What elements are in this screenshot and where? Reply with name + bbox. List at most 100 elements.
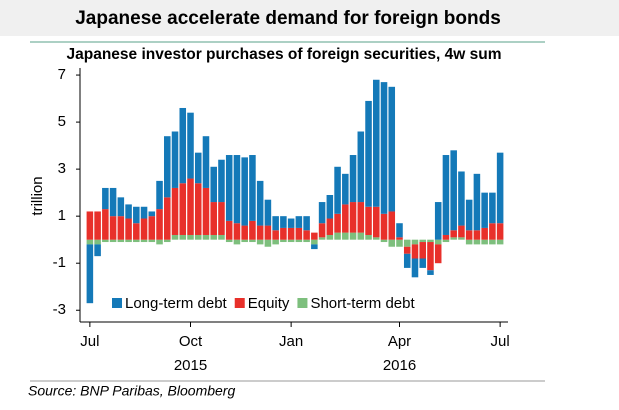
- bar-segment: [458, 237, 465, 240]
- bar-segment: [396, 237, 403, 240]
- bar-segment: [280, 216, 287, 228]
- bar-segment: [357, 131, 365, 203]
- bar-segment: [241, 239, 248, 243]
- bar-segment: [102, 209, 109, 240]
- bar-segment: [373, 79, 380, 207]
- bar-segment: [109, 216, 117, 240]
- bar-segment: [318, 223, 326, 238]
- bar-segment: [194, 152, 202, 184]
- bar-segment: [427, 242, 434, 271]
- bar-segment: [465, 230, 473, 240]
- bar-segment: [473, 173, 481, 231]
- x-tick-label: Oct: [179, 333, 203, 350]
- bar-segment: [388, 86, 396, 212]
- bar-segment: [225, 155, 233, 221]
- bar-segment: [148, 211, 156, 217]
- bar-segment: [125, 218, 132, 240]
- y-tick-label: 5: [58, 113, 66, 130]
- bar-segment: [133, 239, 140, 243]
- bar-segment: [140, 239, 148, 243]
- legend-label: Short-term debt: [310, 295, 415, 312]
- bar-segment: [396, 223, 403, 238]
- bar-segment: [357, 232, 365, 240]
- bar-segment: [171, 187, 179, 235]
- bar-segment: [326, 195, 334, 219]
- bar-segment: [287, 218, 295, 228]
- bar-segment: [241, 225, 248, 240]
- bar-segment: [133, 223, 140, 240]
- bar-segment: [94, 244, 101, 257]
- bar-segment: [419, 242, 426, 259]
- bar-segment: [272, 230, 279, 240]
- bar-segment: [365, 206, 372, 235]
- bar-segment: [210, 166, 217, 203]
- bar-segment: [496, 223, 504, 240]
- bar-segment: [334, 213, 341, 233]
- bar-segment: [427, 239, 434, 243]
- bar-segment: [156, 180, 163, 210]
- bar-segment: [403, 239, 411, 247]
- bar-segment: [280, 227, 287, 240]
- bar-segment: [249, 155, 256, 221]
- bar-segment: [419, 239, 426, 243]
- bar-segment: [264, 199, 272, 226]
- bar-segment: [496, 152, 504, 224]
- bar-segment: [427, 270, 434, 275]
- bar-segment: [442, 234, 450, 240]
- y-tick-label: 1: [58, 207, 66, 224]
- bar-segment: [280, 239, 287, 243]
- bar-segment: [357, 202, 365, 233]
- bar-segment: [233, 155, 241, 224]
- bar-segment: [373, 206, 380, 238]
- bar-segment: [117, 197, 125, 217]
- bar-segment: [187, 234, 194, 240]
- x-year-label: 2016: [383, 357, 416, 374]
- bar-segment: [249, 220, 256, 240]
- y-axis-label: trillion: [29, 176, 46, 215]
- bar-segment: [256, 239, 264, 245]
- bar-segment: [303, 230, 310, 240]
- bar-segment: [202, 187, 210, 235]
- bar-segment: [481, 227, 488, 240]
- bar-segment: [342, 232, 349, 240]
- source: Source: BNP Paribas, Bloomberg: [28, 383, 235, 399]
- x-tick-label: Jul: [80, 333, 99, 350]
- bar-segment: [349, 202, 357, 233]
- bar-segment: [403, 246, 411, 254]
- bar-segment: [94, 211, 101, 240]
- bar-segment: [171, 131, 179, 188]
- bar-segment: [396, 239, 403, 247]
- bar-segment: [489, 223, 496, 240]
- bar-segment: [303, 239, 310, 243]
- bar-segment: [442, 239, 450, 243]
- bar-segment: [334, 232, 341, 240]
- bar-segment: [140, 218, 148, 240]
- bar-segment: [117, 239, 125, 243]
- bar-segment: [411, 244, 419, 259]
- bar-segment: [434, 202, 442, 240]
- bar-segment: [187, 112, 194, 179]
- bar-segment: [365, 100, 372, 207]
- bar-segment: [473, 239, 481, 245]
- bar-segment: [496, 239, 504, 245]
- bar-segment: [342, 204, 349, 233]
- bar-segment: [256, 225, 264, 240]
- y-tick-label: 3: [58, 160, 66, 177]
- bar-segment: [303, 216, 310, 231]
- bar-segment: [349, 155, 357, 203]
- bar-segment: [210, 202, 217, 235]
- bar-segment: [380, 239, 388, 243]
- bar-segment: [86, 244, 94, 304]
- legend-swatch: [234, 298, 245, 308]
- bar-segment: [218, 202, 225, 235]
- bar-segment: [434, 244, 442, 264]
- bar-segment: [442, 155, 450, 235]
- bar-segment: [287, 239, 295, 243]
- y-tick-label: -3: [53, 301, 66, 318]
- bar-segment: [318, 237, 326, 240]
- bar-segment: [450, 230, 457, 238]
- bar-segment: [419, 258, 426, 268]
- bar-segment: [179, 183, 187, 235]
- bar-segment: [380, 213, 388, 240]
